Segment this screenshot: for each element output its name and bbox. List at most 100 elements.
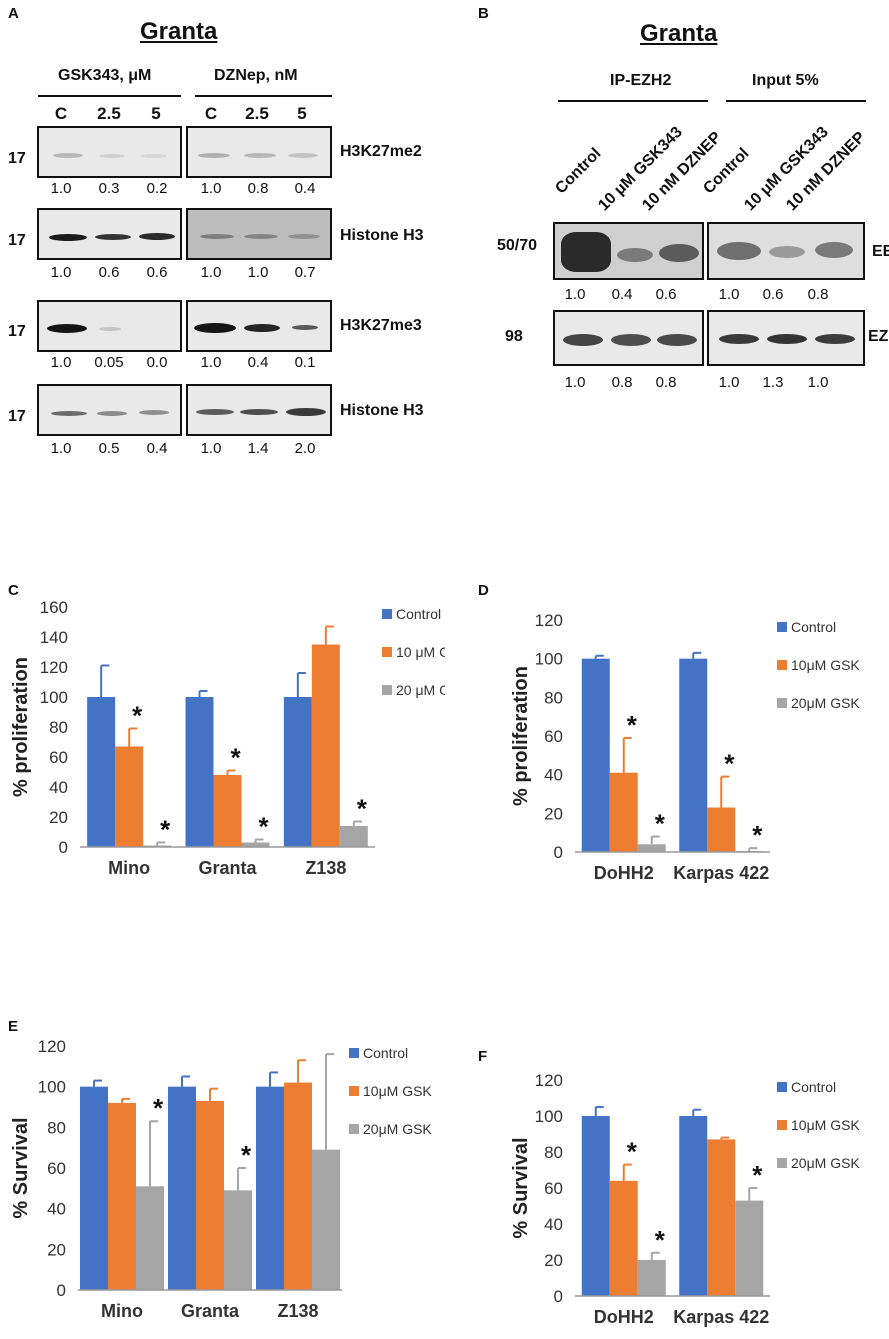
x-tick-label: Mino <box>101 1301 143 1321</box>
blot-band <box>244 324 280 332</box>
significance-marker: * <box>724 749 735 779</box>
y-tick-label: 60 <box>47 1159 66 1178</box>
legend-swatch <box>349 1086 359 1096</box>
quant-value: 0.6 <box>146 264 168 281</box>
bar-20um-gsk <box>735 1200 764 1296</box>
blot-band <box>657 334 697 346</box>
lane-label: 2.5 <box>97 104 121 123</box>
significance-marker: * <box>752 1160 763 1190</box>
blot-band <box>815 242 853 258</box>
quant-value: 0.05 <box>94 354 124 371</box>
y-tick-label: 160 <box>40 598 68 617</box>
quant-value: 0.8 <box>611 374 633 391</box>
x-tick-label: DoHH2 <box>594 863 654 883</box>
bar-10um-gsk <box>707 807 736 852</box>
quant-value: 0.4 <box>294 180 316 197</box>
legend-swatch <box>382 609 392 619</box>
lane-label: 2.5 <box>245 104 269 123</box>
quant-value: 0.7 <box>294 264 316 281</box>
y-tick-label: 80 <box>49 718 68 737</box>
blot-band <box>95 234 131 240</box>
panel-b-group-header-input: Input 5% <box>752 72 819 89</box>
antibody-label: H3K27me3 <box>340 317 422 334</box>
blot-histone-h3-dznep <box>186 208 332 260</box>
legend-label: Control <box>791 1079 836 1095</box>
blot-band <box>244 153 276 158</box>
mw-marker: 17 <box>8 150 26 167</box>
y-tick-label: 20 <box>544 804 563 823</box>
quant-value: 0.4 <box>247 354 269 371</box>
y-tick-label: 60 <box>544 1179 563 1198</box>
antibody-label: H3K27me2 <box>340 143 422 160</box>
quant-value: 0.0 <box>146 354 168 371</box>
y-tick-label: 40 <box>544 766 563 785</box>
x-tick-label: Karpas 422 <box>673 1307 769 1327</box>
blot-h3k27me3-gsk <box>37 300 182 352</box>
quant-value: 1.0 <box>200 264 222 281</box>
legend-label: Control <box>363 1045 408 1061</box>
panel-a-title: Granta <box>140 18 218 45</box>
blot-band <box>141 154 167 158</box>
bar-20um-gsk <box>136 1186 164 1290</box>
panel-b-group-header-ip: IP-EZH2 <box>610 72 672 89</box>
y-tick-label: 140 <box>40 628 68 647</box>
chart-c: 0 20 40 60 80 100 120 140 160 % proliferation * * Mi… <box>10 598 445 878</box>
significance-marker: * <box>627 710 638 740</box>
lane-label: C <box>204 104 218 123</box>
legend-swatch <box>382 685 392 695</box>
x-tick-label: DoHH2 <box>594 1307 654 1327</box>
y-tick-label: 100 <box>38 1078 66 1097</box>
panel-a-group-header-dznep: DZNep, nM <box>214 67 298 84</box>
panel-b-header-rule <box>558 100 708 102</box>
y-tick-label: 20 <box>49 808 68 827</box>
mw-marker: 17 <box>8 232 26 249</box>
y-tick-label: 60 <box>49 748 68 767</box>
y-tick-label: 80 <box>47 1118 66 1137</box>
significance-marker: * <box>153 1093 164 1123</box>
quant-value: 0.2 <box>146 180 168 197</box>
legend-swatch <box>777 660 787 670</box>
blot-band <box>288 153 318 158</box>
x-tick-label: Z138 <box>305 858 346 878</box>
y-tick-label: 60 <box>544 727 563 746</box>
y-tick-label: 100 <box>40 688 68 707</box>
panel-b-label: B <box>478 5 489 22</box>
y-tick-label: 120 <box>535 611 563 630</box>
legend-label: 20μM GSK <box>791 695 860 711</box>
blot-band <box>659 244 699 262</box>
panel-a-label: A <box>8 5 19 22</box>
legend-label: 20 μM GSK <box>396 682 445 698</box>
blot-h3k27me2-dznep <box>186 126 332 178</box>
significance-marker: * <box>160 815 171 845</box>
legend-swatch <box>777 698 787 708</box>
significance-marker: * <box>752 820 763 850</box>
x-tick-label: Granta <box>198 858 257 878</box>
quant-value: 0.8 <box>247 180 269 197</box>
panel-d-label: D <box>478 582 489 599</box>
significance-marker: * <box>655 809 666 839</box>
mw-marker: 17 <box>8 408 26 425</box>
panel-c-label: C <box>8 582 19 599</box>
legend-label: 10μM GSK <box>791 657 860 673</box>
chart-f: 0 20 40 60 80 100 120 % Survival * * DoHH2 * Karpas … <box>510 1071 860 1327</box>
antibody-label: EED <box>872 243 889 260</box>
y-tick-label: 0 <box>554 1287 563 1306</box>
y-tick-label: 20 <box>47 1240 66 1259</box>
blot-band <box>292 325 318 330</box>
y-tick-label: 0 <box>57 1281 66 1300</box>
blot-band <box>47 324 87 333</box>
legend-label: Control <box>791 619 836 635</box>
quant-value: 0.3 <box>98 180 120 197</box>
lane-label: 5 <box>297 104 307 123</box>
legend-label: 20μM GSK <box>363 1121 432 1137</box>
quant-value: 1.0 <box>200 180 222 197</box>
quant-value: 0.8 <box>655 374 677 391</box>
blot-band <box>240 409 278 415</box>
blot-band <box>200 234 234 239</box>
blot-band <box>49 234 87 241</box>
quant-value: 1.0 <box>50 180 72 197</box>
quant-value: 1.4 <box>247 440 269 457</box>
blot-band <box>244 234 278 239</box>
legend-swatch <box>777 1158 787 1168</box>
legend-label: Control <box>396 606 441 622</box>
